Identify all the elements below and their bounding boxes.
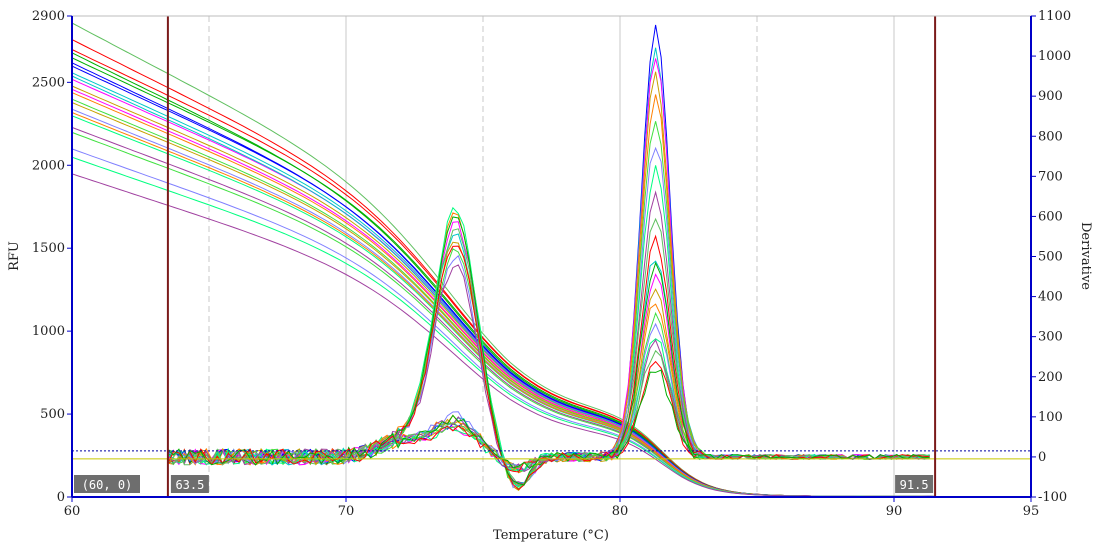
y-right-tick-label: 0	[1038, 450, 1046, 465]
y-left-tick-label: 2900	[32, 9, 65, 24]
region-marker-badge	[170, 475, 209, 493]
curve-layer	[71, 22, 936, 497]
cursor-readout-badge	[74, 475, 140, 493]
grid-layer	[208, 16, 895, 497]
y-left-tick-label: 1500	[32, 241, 65, 256]
y-axis-label-right: Derivative	[1078, 222, 1093, 290]
y-right-tick-label: 700	[1038, 169, 1063, 184]
x-axis-label: Temperature (°C)	[493, 528, 609, 543]
region-marker-label: 63.5	[175, 478, 204, 492]
x-tick-label: 95	[1023, 504, 1040, 519]
derivative-series-line	[167, 217, 930, 470]
y-right-tick-label: 300	[1038, 330, 1063, 345]
y-right-tick-label: 800	[1038, 129, 1063, 144]
y-left-tick-label: 2500	[32, 75, 65, 90]
y-right-tick-label: 1100	[1038, 9, 1071, 24]
derivative-series-line	[167, 234, 930, 473]
y-right-tick-label: 400	[1038, 290, 1063, 305]
y-right-tick-label: 100	[1038, 410, 1063, 425]
rfu-series-line	[71, 173, 936, 497]
region-marker-badge	[895, 475, 934, 493]
y-right-tick-label: 500	[1038, 250, 1063, 265]
y-right-tick-label: 600	[1038, 209, 1063, 224]
region-marker-label: 91.5	[900, 478, 929, 492]
derivative-series-line	[167, 190, 930, 473]
y-axis-label-left: RFU	[7, 241, 22, 271]
y-left-tick-label: 2000	[32, 158, 65, 173]
overlay-layer: 63.5 91.5 (60, 0)	[72, 16, 1031, 497]
y-right-tick-label: 1000	[1038, 49, 1071, 64]
x-tick-label: 80	[612, 504, 629, 519]
y-right-tick-label: 900	[1038, 89, 1063, 104]
y-left-tick-label: 500	[40, 407, 65, 422]
y-right-tick-label: -100	[1038, 490, 1067, 505]
y-right-tick-label: 200	[1038, 370, 1063, 385]
cursor-readout: (60, 0)	[82, 478, 133, 492]
axis-layer: 60 70 80 90 95 0 500 1000 1500 2000 2500 2900 -100 0 1…	[32, 9, 1071, 519]
y-left-tick-label: 1000	[32, 324, 65, 339]
x-tick-label: 70	[338, 504, 355, 519]
x-tick-label: 90	[886, 504, 903, 519]
y-left-tick-label: 0	[57, 490, 65, 505]
x-tick-label: 60	[64, 504, 81, 519]
